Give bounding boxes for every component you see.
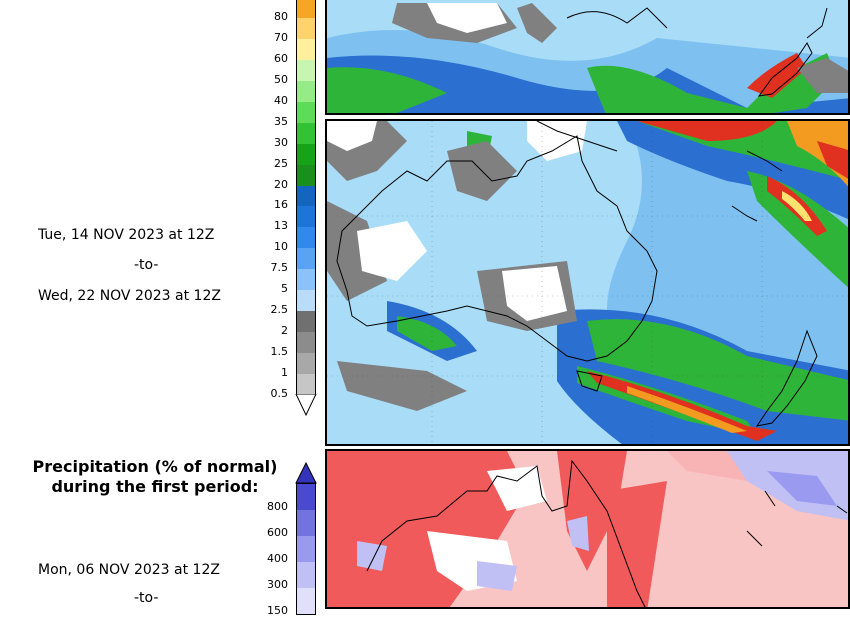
colorbar-label: 13 xyxy=(274,219,288,233)
colorbar-segment xyxy=(297,311,315,333)
colorbar-segment xyxy=(297,38,315,61)
pct-colorbar-segment xyxy=(297,484,315,510)
colorbar-label: 70 xyxy=(274,30,288,44)
section-title: Precipitation (% of normal) during the f… xyxy=(20,457,290,497)
precip-colorbar xyxy=(296,0,316,396)
pct-colorbar-segment xyxy=(297,510,315,536)
period2-separator: -to- xyxy=(134,590,159,606)
colorbar-segment xyxy=(297,0,315,19)
pct-colorbar-segment xyxy=(297,588,315,614)
colorbar-label: 30 xyxy=(274,135,288,149)
period-start-date: Tue, 14 NOV 2023 at 12Z xyxy=(38,227,215,243)
colorbar-segment xyxy=(297,206,315,228)
colorbar-label: 25 xyxy=(274,156,288,170)
colorbar-segment xyxy=(297,143,315,166)
pct-colorbar-label: 300 xyxy=(267,578,288,591)
colorbar-segment xyxy=(297,374,315,396)
colorbar-segment xyxy=(297,353,315,375)
colorbar-segment xyxy=(297,227,315,249)
colorbar-label: 60 xyxy=(274,51,288,65)
map-panel-precip xyxy=(325,119,850,446)
colorbar-label: 10 xyxy=(274,240,288,254)
colorbar-segment xyxy=(297,332,315,354)
pct-colorbar-label: 400 xyxy=(267,552,288,565)
pct-colorbar-label: 800 xyxy=(267,500,288,513)
colorbar-label: 35 xyxy=(274,114,288,128)
pct-colorbar xyxy=(296,483,316,615)
colorbar-segment xyxy=(297,164,315,187)
colorbar-segment xyxy=(297,248,315,270)
pct-colorbar-label: 600 xyxy=(267,526,288,539)
colorbar-label: 2.5 xyxy=(270,303,289,317)
map-panel-top xyxy=(325,0,850,115)
colorbar-segment xyxy=(297,122,315,145)
colorbar-segment xyxy=(297,59,315,82)
colorbar-segment xyxy=(297,185,315,207)
colorbar-label: 5 xyxy=(281,282,288,296)
section-title-line2: during the first period: xyxy=(51,477,259,496)
colorbar-segment xyxy=(297,17,315,40)
colorbar-segment xyxy=(297,101,315,124)
colorbar-label: 2 xyxy=(281,324,288,338)
colorbar-label: 80 xyxy=(274,9,288,23)
colorbar-bottom-arrow xyxy=(295,394,317,416)
colorbar-label: 1.5 xyxy=(270,345,289,359)
period2-start-date: Mon, 06 NOV 2023 at 12Z xyxy=(38,562,220,578)
colorbar-label: 20 xyxy=(274,177,288,191)
colorbar-label: 0.5 xyxy=(270,387,289,400)
colorbar-label: 16 xyxy=(274,198,288,212)
colorbar-segment xyxy=(297,290,315,312)
pct-colorbar-segment xyxy=(297,536,315,562)
colorbar-label: 50 xyxy=(274,72,288,86)
colorbar-segment xyxy=(297,269,315,291)
pct-colorbar-label: 150 xyxy=(267,604,288,617)
pct-colorbar-segment xyxy=(297,562,315,588)
pct-colorbar-top-arrow xyxy=(295,462,317,484)
colorbar-label: 1 xyxy=(281,366,288,380)
period-end-date: Wed, 22 NOV 2023 at 12Z xyxy=(38,288,221,304)
colorbar-segment xyxy=(297,80,315,103)
period-separator: -to- xyxy=(134,257,159,273)
colorbar-label: 40 xyxy=(274,93,288,107)
colorbar-label: 7.5 xyxy=(270,261,289,275)
section-title-line1: Precipitation (% of normal) xyxy=(32,457,278,476)
map-panel-pct-normal xyxy=(325,449,850,609)
